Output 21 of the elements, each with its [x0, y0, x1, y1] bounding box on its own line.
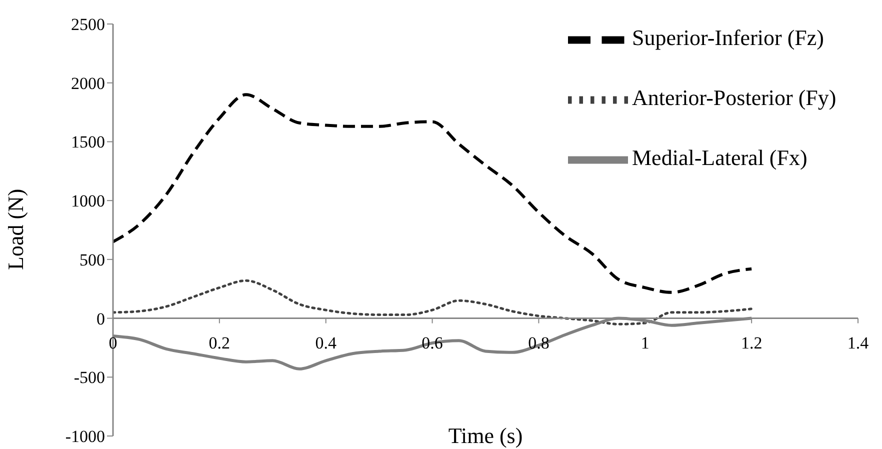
y-tick-label: 0 [96, 309, 105, 328]
legend-label: Superior-Inferior (Fz) [632, 25, 824, 50]
legend-label: Medial-Lateral (Fx) [632, 145, 808, 170]
y-tick-label: -500 [74, 368, 105, 388]
x-tick-label: 0 [108, 333, 118, 352]
x-tick-label: 1.4 [847, 333, 870, 352]
line-series [113, 279, 753, 326]
x-tick-label: 0.8 [528, 333, 550, 352]
x-tick-label: 1 [640, 333, 650, 352]
x-tick-label: 0.2 [208, 333, 230, 352]
y-tick-label: 1500 [71, 132, 105, 152]
legend-label: Anterior-Posterior (Fy) [632, 85, 836, 110]
x-axis-title: Time (s) [448, 423, 523, 448]
y-tick-label: 2000 [71, 74, 105, 93]
y-tick-label: 500 [80, 250, 105, 270]
y-tick-label: 1000 [71, 192, 105, 211]
x-tick-label: 1.2 [740, 333, 762, 352]
x-tick-label: 0.6 [422, 333, 443, 352]
x-tick-label: 0.4 [315, 333, 337, 352]
y-tick-label: 2500 [71, 15, 105, 34]
y-tick-label: -1000 [65, 427, 105, 446]
